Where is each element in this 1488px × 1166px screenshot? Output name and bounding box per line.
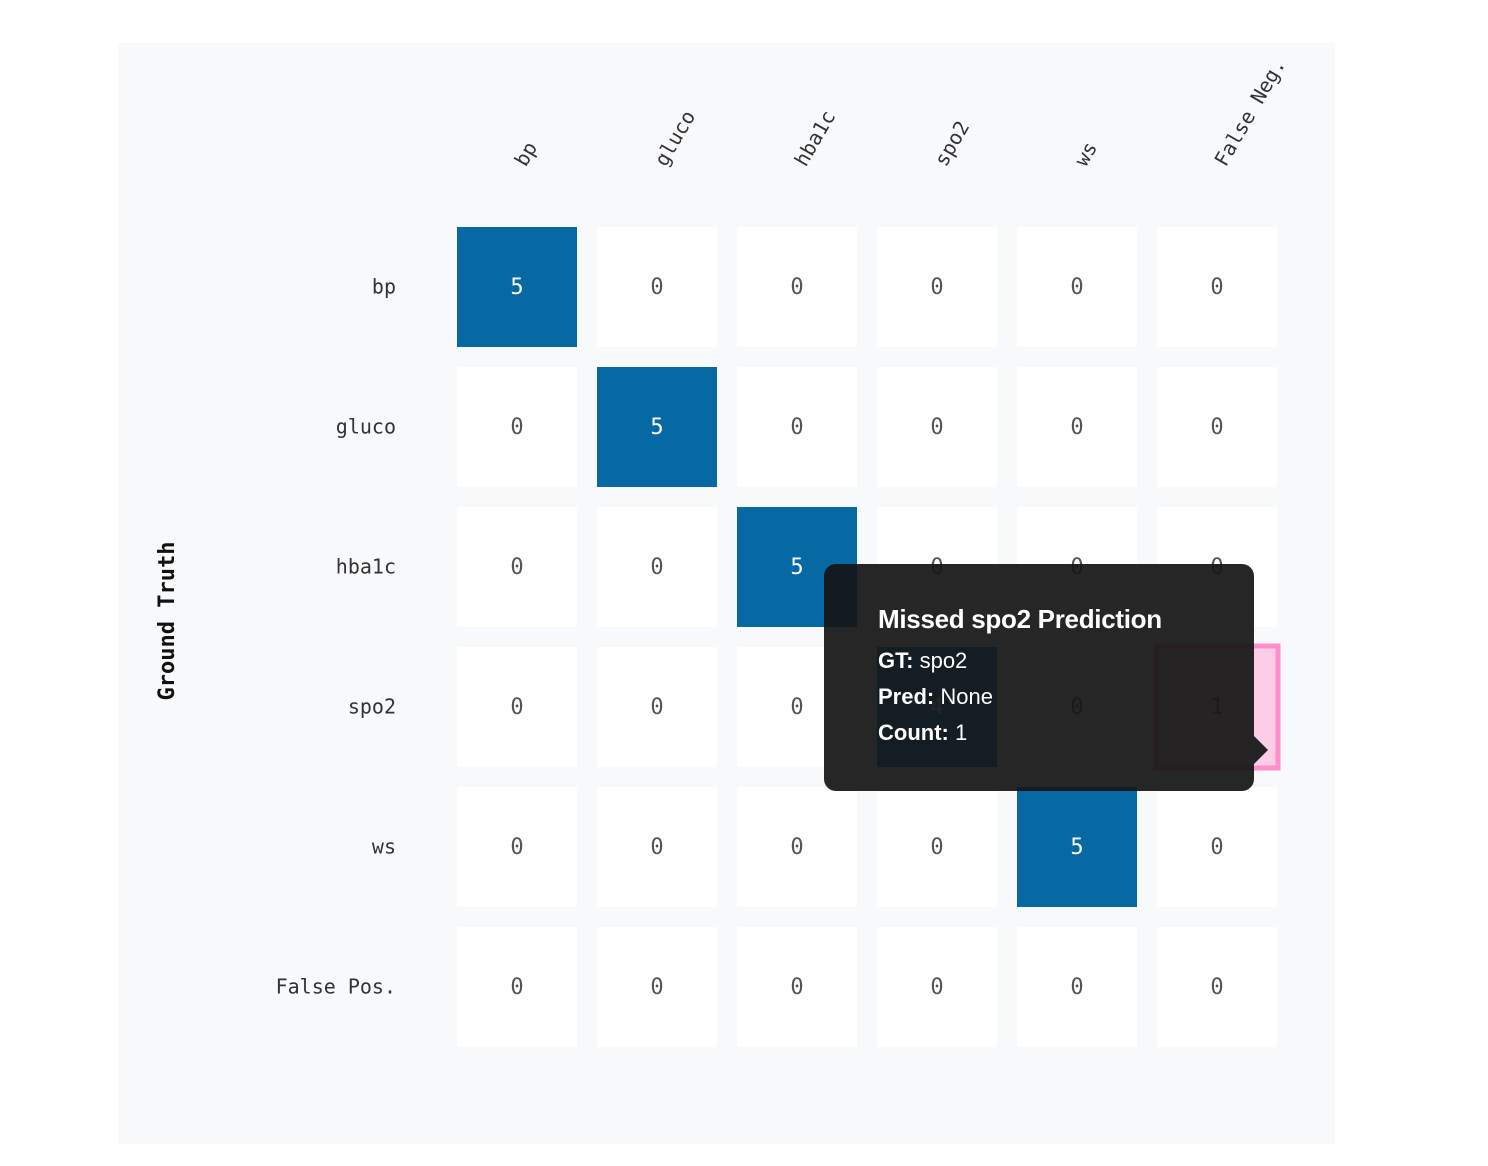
- x-tick-label: gluco: [649, 106, 700, 170]
- y-tick-label: spo2: [348, 695, 396, 719]
- heatmap-cell[interactable]: [877, 787, 997, 907]
- y-tick-label: bp: [372, 275, 396, 299]
- cell-tooltip: Missed spo2 Prediction GT: spo2 Pred: No…: [824, 564, 1268, 791]
- tooltip-count-value: 1: [954, 720, 968, 745]
- cell-value-label: 0: [930, 835, 943, 860]
- cell-value-label: 0: [1210, 835, 1223, 860]
- cell-value-label: 0: [1210, 415, 1223, 440]
- cell-value-label: 0: [650, 835, 663, 860]
- tooltip-pointer: [1254, 736, 1268, 764]
- cell-value-label: 5: [790, 555, 803, 580]
- cell-value-label: 0: [1210, 275, 1223, 300]
- cell-value-label: 0: [650, 275, 663, 300]
- heatmap-cell[interactable]: [877, 927, 997, 1047]
- heatmap-cell[interactable]: [597, 507, 717, 627]
- heatmap-cell[interactable]: [877, 367, 997, 487]
- heatmap-cell[interactable]: [1017, 787, 1137, 907]
- y-axis-title: Ground Truth: [155, 542, 180, 701]
- heatmap-cell[interactable]: [457, 787, 577, 907]
- heatmap-cell[interactable]: [457, 927, 577, 1047]
- y-tick-label: ws: [372, 835, 396, 859]
- heatmap-cell[interactable]: [1017, 227, 1137, 347]
- confusion-matrix-panel: Ground Truth 500000050000005000000401000…: [118, 43, 1335, 1144]
- x-tick-label: ws: [1069, 137, 1102, 170]
- cell-value-label: 0: [650, 555, 663, 580]
- y-tick-label: hba1c: [336, 555, 396, 579]
- cell-value-label: 0: [930, 975, 943, 1000]
- heatmap-cell[interactable]: [877, 227, 997, 347]
- heatmap-cell[interactable]: [457, 227, 577, 347]
- heatmap-cell[interactable]: [597, 227, 717, 347]
- cell-value-label: 0: [790, 975, 803, 1000]
- tooltip-count-key: Count:: [878, 720, 949, 745]
- tooltip-count-row: Count: 1: [878, 719, 1234, 747]
- cell-value-label: 0: [930, 415, 943, 440]
- tooltip-gt-value: spo2: [919, 648, 968, 673]
- cell-value-label: 0: [790, 695, 803, 720]
- tooltip-title: Missed spo2 Prediction: [878, 604, 1162, 634]
- cell-value-label: 0: [790, 835, 803, 860]
- cell-value-label: 0: [790, 415, 803, 440]
- x-tick-label: bp: [509, 137, 542, 170]
- heatmap-cell[interactable]: [1157, 227, 1277, 347]
- heatmap-cell[interactable]: [1157, 367, 1277, 487]
- heatmap-cell[interactable]: [1157, 787, 1277, 907]
- cell-value-label: 0: [1070, 415, 1083, 440]
- heatmap-cell[interactable]: [597, 647, 717, 767]
- heatmap-cell[interactable]: [737, 787, 857, 907]
- y-tick-label: gluco: [336, 415, 396, 439]
- tooltip-pred-value: None: [940, 684, 993, 709]
- heatmap-cell[interactable]: [737, 227, 857, 347]
- cell-value-label: 0: [1070, 975, 1083, 1000]
- heatmap-cell[interactable]: [457, 367, 577, 487]
- heatmap-cell[interactable]: [1157, 927, 1277, 1047]
- heatmap-cell[interactable]: [597, 927, 717, 1047]
- tooltip-gt-key: GT:: [878, 648, 914, 673]
- cell-value-label: 0: [1210, 975, 1223, 1000]
- heatmap-cell[interactable]: [597, 787, 717, 907]
- heatmap-cell[interactable]: [597, 367, 717, 487]
- cell-value-label: 0: [510, 835, 523, 860]
- cell-value-label: 5: [1070, 835, 1083, 860]
- cell-value-label: 0: [1070, 275, 1083, 300]
- cell-value-label: 0: [510, 695, 523, 720]
- heatmap-cell[interactable]: [737, 927, 857, 1047]
- x-tick-label: hba1c: [789, 106, 840, 170]
- cell-value-label: 5: [510, 275, 523, 300]
- heatmap-cell[interactable]: [1017, 367, 1137, 487]
- heatmap-cell[interactable]: [737, 367, 857, 487]
- heatmap-cell[interactable]: [1017, 927, 1137, 1047]
- cell-value-label: 0: [510, 975, 523, 1000]
- tooltip-pred-key: Pred:: [878, 684, 935, 709]
- heatmap-cell[interactable]: [457, 507, 577, 627]
- y-tick-label: False Pos.: [276, 975, 396, 999]
- heatmap-cell[interactable]: [457, 647, 577, 767]
- tooltip-gt-row: GT: spo2: [878, 647, 1234, 675]
- cell-value-label: 0: [510, 415, 523, 440]
- cell-value-label: 0: [790, 275, 803, 300]
- cell-value-label: 0: [650, 975, 663, 1000]
- cell-value-label: 0: [650, 695, 663, 720]
- cell-value-label: 5: [650, 415, 663, 440]
- cell-value-label: 0: [930, 275, 943, 300]
- tooltip-pred-row: Pred: None: [878, 683, 1234, 711]
- cell-value-label: 0: [510, 555, 523, 580]
- x-tick-label: False Neg.: [1209, 54, 1290, 170]
- x-tick-label: spo2: [929, 117, 974, 171]
